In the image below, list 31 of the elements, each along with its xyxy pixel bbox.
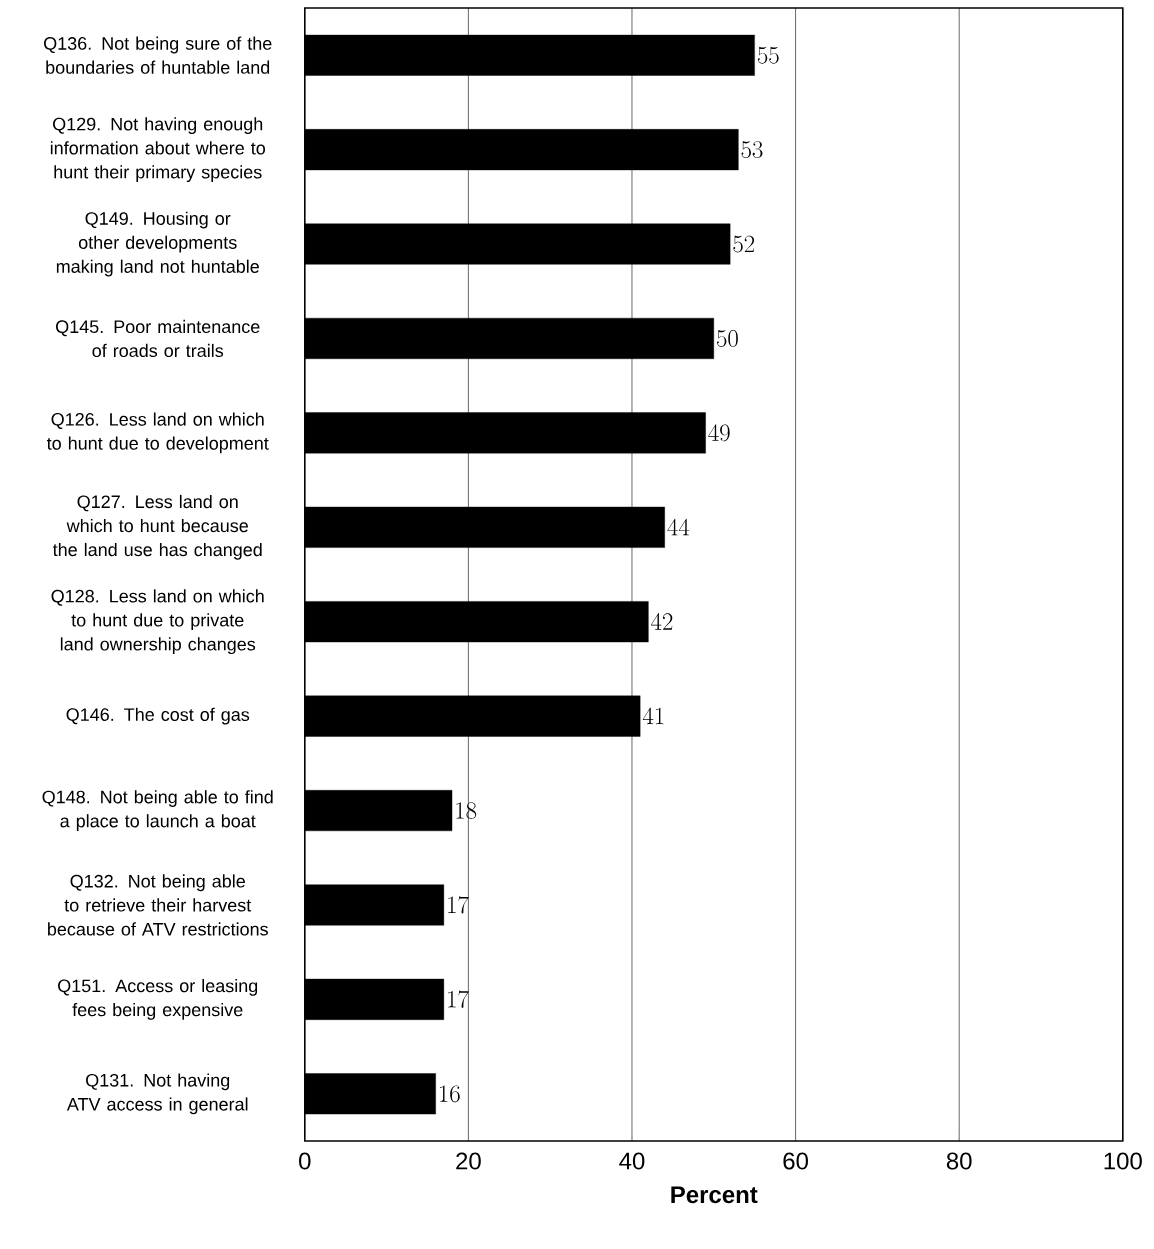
x-tick-label: 0 [299,1152,311,1170]
data-label: 16 [440,1085,460,1103]
data-label: 49 [708,424,730,442]
y-tick-label: Q149. Housing or other developments making land not huntable [56,211,260,277]
x-tick-label: 20 [456,1152,481,1170]
y-tick-label: Q145. Poor maintenance of roads or trails [56,319,260,358]
data-label: 42 [651,613,673,630]
data-label: 17 [448,896,469,914]
y-tick-label: Q127. Less land on which to hunt because the land use has changed [53,494,262,560]
x-tick-label: 40 [619,1152,645,1170]
x-tick-label: 100 [1104,1152,1142,1170]
data-label: 17 [448,990,469,1008]
y-tick-label: Q136. Not being sure of the boundaries of huntable land [44,36,272,74]
y-tick-label: Q131. Not having ATV access in general [67,1073,248,1115]
y-tick-label: Q129. Not having enough information about where to hunt their primary species [51,117,266,183]
y-tick-label: Q126. Less land on which to hunt due to development [47,412,269,454]
data-label: 44 [667,518,690,536]
y-tick-label: Q148. Not being able to find a place to launch a boat [42,790,273,831]
x-axis-title: Percent [671,1186,758,1204]
data-label: 53 [741,141,763,159]
x-tick-label: 80 [946,1152,972,1170]
x-tick-label: 60 [783,1152,809,1170]
data-label: 18 [456,802,477,819]
y-tick-label: Q151. Access or leasing fees being expensive [58,978,258,1020]
data-label: 41 [642,707,664,725]
data-label: 50 [717,330,738,347]
y-tick-label: Q146. The cost of gas [66,707,250,725]
y-tick-label: Q132. Not being able to retrieve their harvest because of ATV restrictions [48,874,269,936]
data-label: 52 [733,235,755,253]
data-label: 55 [758,46,779,64]
y-tick-label: Q128. Less land on which to hunt due to private land ownership changes [51,589,264,655]
